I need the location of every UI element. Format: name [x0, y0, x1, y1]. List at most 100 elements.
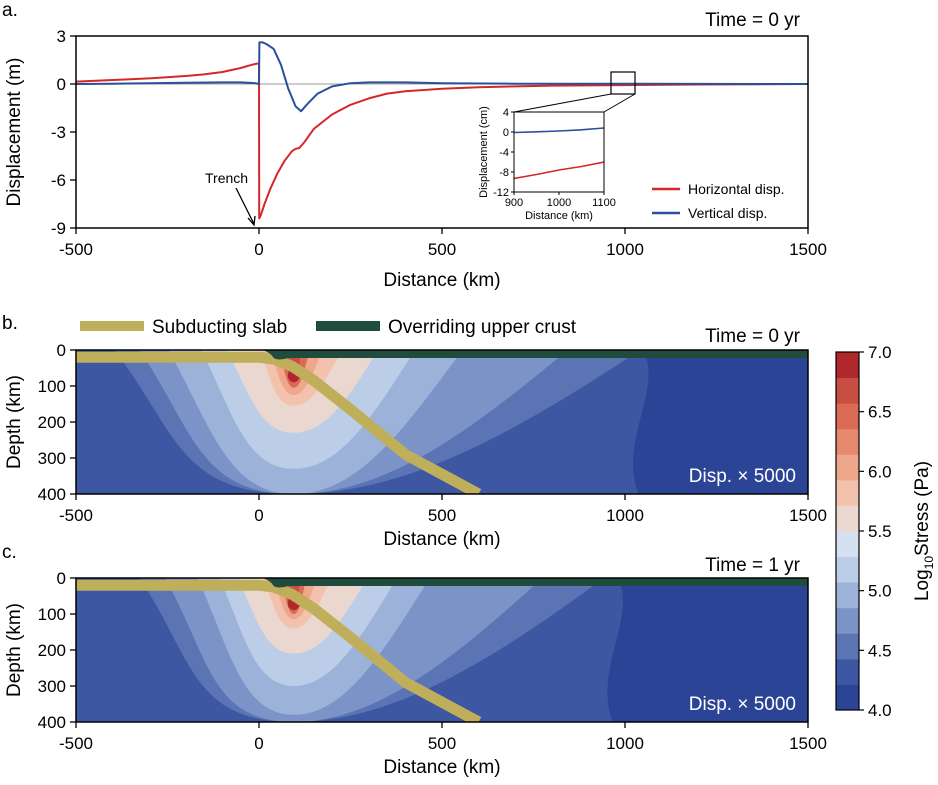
y-tick-label: 0 — [57, 75, 66, 94]
x-tick-label: 0 — [254, 734, 263, 753]
panel-b-y-ticks: 0 100 200 300 400 — [38, 341, 76, 504]
inset-y-tick-label: 4 — [503, 107, 509, 119]
colorbar-label-sub: 10 — [922, 556, 936, 570]
inset-connector-lines — [513, 93, 636, 113]
inset-series — [514, 127, 604, 180]
colorbar-cell — [836, 352, 859, 379]
y-tick-label: 300 — [38, 677, 66, 696]
panel-a-legend: Horizontal disp. Vertical disp. — [652, 181, 785, 221]
panel-c-disp-label: Disp. × 5000 — [689, 694, 796, 715]
panel-a-time-label: Time = 0 yr — [705, 10, 801, 31]
x-tick-label: 500 — [428, 734, 456, 753]
colorbar-cell — [836, 454, 859, 481]
trench-arrow — [235, 187, 256, 227]
horizontal-disp-line — [76, 62, 808, 220]
colorbar-cell — [836, 658, 859, 685]
trench-label: Trench — [205, 170, 248, 186]
panel-c-x-axis-label: Distance (km) — [383, 757, 500, 778]
colorbar-cell — [836, 505, 859, 532]
panel-b-y-axis-label: Depth (km) — [4, 375, 25, 469]
colorbar-cell — [836, 531, 859, 558]
inset-vertical-line — [514, 127, 604, 134]
inset-y-tick-label: -12 — [493, 187, 509, 199]
y-tick-label: 100 — [38, 605, 66, 624]
colorbar-cell — [836, 607, 859, 634]
colorbar-tick-label: 6.0 — [868, 462, 892, 481]
inset-plot: 900 1000 1100 4 0 -4 -8 -12 Distance (km) Disp… — [478, 106, 616, 222]
colorbar-cell — [836, 684, 859, 711]
y-tick-label: 100 — [38, 377, 66, 396]
x-tick-label: 0 — [254, 506, 263, 525]
inset-zoom-box — [610, 71, 636, 95]
legend-slab-label: Subducting slab — [152, 317, 287, 338]
panel-a-x-axis-label: Distance (km) — [383, 270, 500, 291]
overriding-crust-band — [285, 350, 808, 358]
colorbar-tick-label: 5.5 — [868, 522, 892, 541]
panel-b-stress-field — [76, 350, 808, 494]
x-tick-label: 1000 — [606, 240, 644, 259]
inset-x-ticks: 900 1000 1100 — [505, 192, 616, 209]
panel-b-label: b. — [2, 313, 18, 334]
inset-x-axis-label: Distance (km) — [525, 210, 593, 222]
y-tick-label: 3 — [57, 27, 66, 46]
legend-slab-swatch — [80, 321, 144, 331]
x-tick-label: 1000 — [606, 734, 644, 753]
y-tick-label: 300 — [38, 449, 66, 468]
x-tick-label: -500 — [59, 506, 93, 525]
inset-y-tick-label: 0 — [503, 127, 509, 139]
panel-b-disp-label: Disp. × 5000 — [689, 466, 796, 487]
colorbar-tick-label: 4.5 — [868, 641, 892, 660]
colorbar-cell — [836, 377, 859, 404]
panel-a-y-axis-label: Displacement (m) — [4, 58, 25, 207]
x-tick-label: 1000 — [606, 506, 644, 525]
panel-b: b. Time = 0 yr Disp. × 5000 -500 0 500 1000… — [2, 313, 827, 550]
y-tick-label: 200 — [38, 641, 66, 660]
stress-right-region — [607, 578, 808, 722]
y-tick-label: 200 — [38, 413, 66, 432]
colorbar-cell — [836, 582, 859, 609]
inset-y-tick-label: -8 — [499, 167, 509, 179]
colorbar-tick-label: 4.0 — [868, 701, 892, 720]
subducting-slab — [76, 579, 482, 722]
inset-x-tick-label: 1000 — [547, 197, 571, 209]
legend-crust-label: Overriding upper crust — [388, 317, 577, 338]
panel-c-y-axis-label: Depth (km) — [4, 603, 25, 697]
x-tick-label: -500 — [59, 734, 93, 753]
x-tick-label: 1500 — [789, 240, 827, 259]
colorbar-tick-label: 6.5 — [868, 403, 892, 422]
y-tick-label: 400 — [38, 485, 66, 504]
stress-right-region — [633, 350, 808, 494]
panel-c-x-ticks: -500 0 500 1000 1500 — [59, 722, 827, 753]
inset-x-tick-label: 1100 — [592, 197, 616, 209]
x-tick-label: 500 — [428, 506, 456, 525]
colorbar-ticks: 7.0 6.5 6.0 5.5 5.0 4.5 4.0 — [859, 343, 892, 720]
colorbar-label: Log10Stress (Pa) — [912, 461, 936, 601]
slab-crust-legend: Subducting slab Overriding upper crust — [80, 317, 577, 338]
panel-c: c. Time = 1 yr Disp. × 5000 -500 0 500 1000… — [2, 542, 827, 778]
legend-vertical-label: Vertical disp. — [688, 205, 767, 221]
panel-a-x-ticks: -500 0 500 1000 1500 — [59, 228, 827, 259]
panel-a: a. Time = 0 yr -500 0 500 1000 1500 3 0 -3 -6 -9… — [2, 0, 827, 291]
colorbar: 7.0 6.5 6.0 5.5 5.0 4.5 4.0 Log10Stress (Pa) — [835, 343, 936, 720]
panel-c-stress-field — [76, 578, 808, 722]
legend-horizontal-label: Horizontal disp. — [688, 181, 785, 197]
inset-y-ticks: 4 0 -4 -8 -12 — [493, 107, 514, 199]
y-tick-label: 400 — [38, 713, 66, 732]
legend-crust-swatch — [316, 321, 380, 331]
x-tick-label: 500 — [428, 240, 456, 259]
panel-b-x-axis-label: Distance (km) — [383, 529, 500, 550]
panel-c-label: c. — [2, 542, 17, 563]
colorbar-cell — [836, 403, 859, 430]
colorbar-label-suffix: Stress (Pa) — [912, 461, 933, 556]
inset-y-axis-label: Displacement (cm) — [478, 106, 490, 198]
colorbar-tick-label: 7.0 — [868, 343, 892, 362]
y-tick-label: 0 — [57, 341, 66, 360]
x-tick-label: 1500 — [789, 734, 827, 753]
vertical-disp-line — [76, 41, 808, 113]
inset-y-tick-label: -4 — [499, 147, 509, 159]
x-tick-label: 0 — [254, 240, 263, 259]
x-tick-label: -500 — [59, 240, 93, 259]
panel-a-y-ticks: 3 0 -3 -6 -9 — [51, 27, 76, 238]
panel-c-time-label: Time = 1 yr — [705, 555, 801, 576]
